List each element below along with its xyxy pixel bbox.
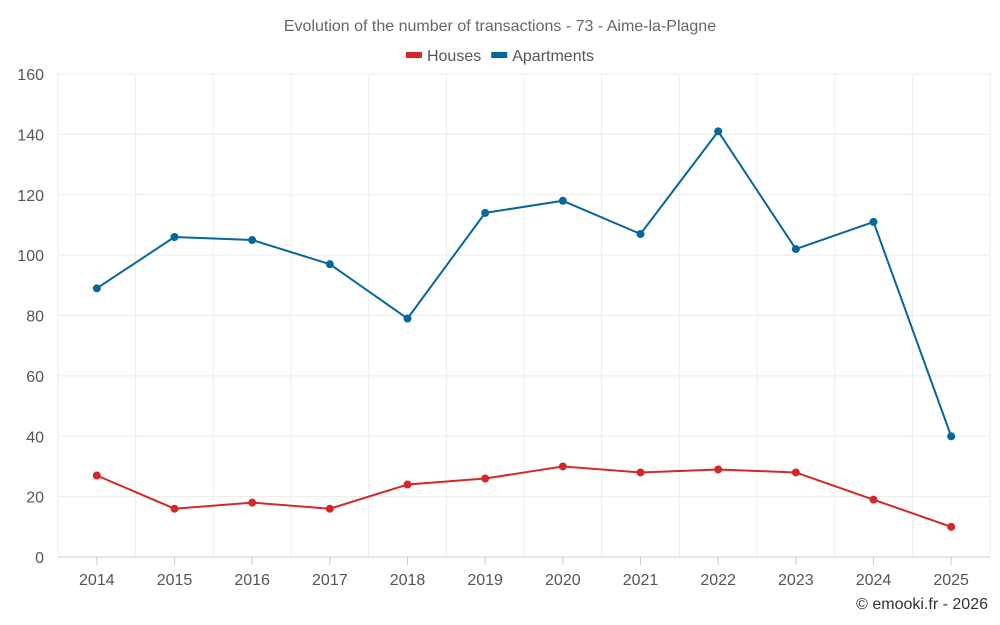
x-tick-label: 2021 (623, 572, 659, 589)
legend-swatch (491, 52, 508, 58)
data-point[interactable] (869, 495, 878, 504)
legend-item-houses[interactable]: Houses (405, 48, 481, 65)
data-point[interactable] (325, 504, 334, 513)
legend-label: Apartments (512, 48, 594, 65)
legend: Houses Apartments (405, 48, 594, 65)
y-tick-label: 20 (26, 490, 44, 507)
legend-item-apartments[interactable]: Apartments (491, 48, 594, 65)
series-layer (92, 127, 956, 531)
y-tick-label: 40 (26, 429, 44, 446)
x-tick-label: 2017 (312, 572, 348, 589)
data-point[interactable] (403, 314, 412, 323)
data-point[interactable] (791, 245, 800, 254)
data-point[interactable] (403, 480, 412, 489)
chart-title: Evolution of the number of transactions … (284, 18, 716, 35)
x-tick-label: 2024 (856, 572, 892, 589)
legend-swatch (405, 52, 422, 58)
x-tick-label: 2020 (545, 572, 581, 589)
y-tick-label: 120 (17, 188, 44, 205)
series-line (96, 465, 952, 528)
data-point[interactable] (248, 498, 257, 507)
y-tick-label: 100 (17, 248, 44, 265)
legend-label: Houses (427, 48, 481, 65)
x-tick-label: 2018 (390, 572, 426, 589)
data-point[interactable] (92, 284, 101, 293)
x-tick-label: 2015 (157, 572, 193, 589)
data-point[interactable] (714, 465, 723, 474)
data-point[interactable] (714, 127, 723, 136)
axes: 0 20 40 60 80 100 120 140 160 2014 2015 2016 2017 201… (17, 67, 990, 589)
data-point[interactable] (481, 208, 490, 217)
data-point[interactable] (869, 217, 878, 226)
data-point[interactable] (636, 229, 645, 238)
y-tick-label: 0 (35, 550, 44, 567)
data-point[interactable] (636, 468, 645, 477)
y-tick-label: 140 (17, 127, 44, 144)
x-tick-label: 2019 (467, 572, 503, 589)
data-point[interactable] (558, 462, 567, 471)
data-point[interactable] (947, 432, 956, 441)
credit-text: © emooki.fr - 2026 (856, 596, 988, 613)
data-point[interactable] (558, 196, 567, 205)
data-point[interactable] (481, 474, 490, 483)
data-point[interactable] (325, 260, 334, 269)
x-tick-label: 2025 (933, 572, 969, 589)
data-point[interactable] (947, 522, 956, 531)
x-tick-label: 2023 (778, 572, 814, 589)
x-tick-label: 2016 (234, 572, 270, 589)
data-point[interactable] (791, 468, 800, 477)
series-line (96, 130, 953, 437)
data-point[interactable] (248, 236, 257, 245)
y-tick-label: 160 (17, 67, 44, 84)
x-tick-label: 2022 (700, 572, 736, 589)
x-tick-label: 2014 (79, 572, 115, 589)
y-tick-label: 60 (26, 369, 44, 386)
series-apartments (92, 127, 956, 441)
y-tick-label: 80 (26, 309, 44, 326)
data-point[interactable] (170, 504, 179, 513)
series-houses (92, 462, 956, 531)
data-point[interactable] (170, 233, 179, 242)
data-point[interactable] (92, 471, 101, 480)
grid (57, 73, 991, 557)
